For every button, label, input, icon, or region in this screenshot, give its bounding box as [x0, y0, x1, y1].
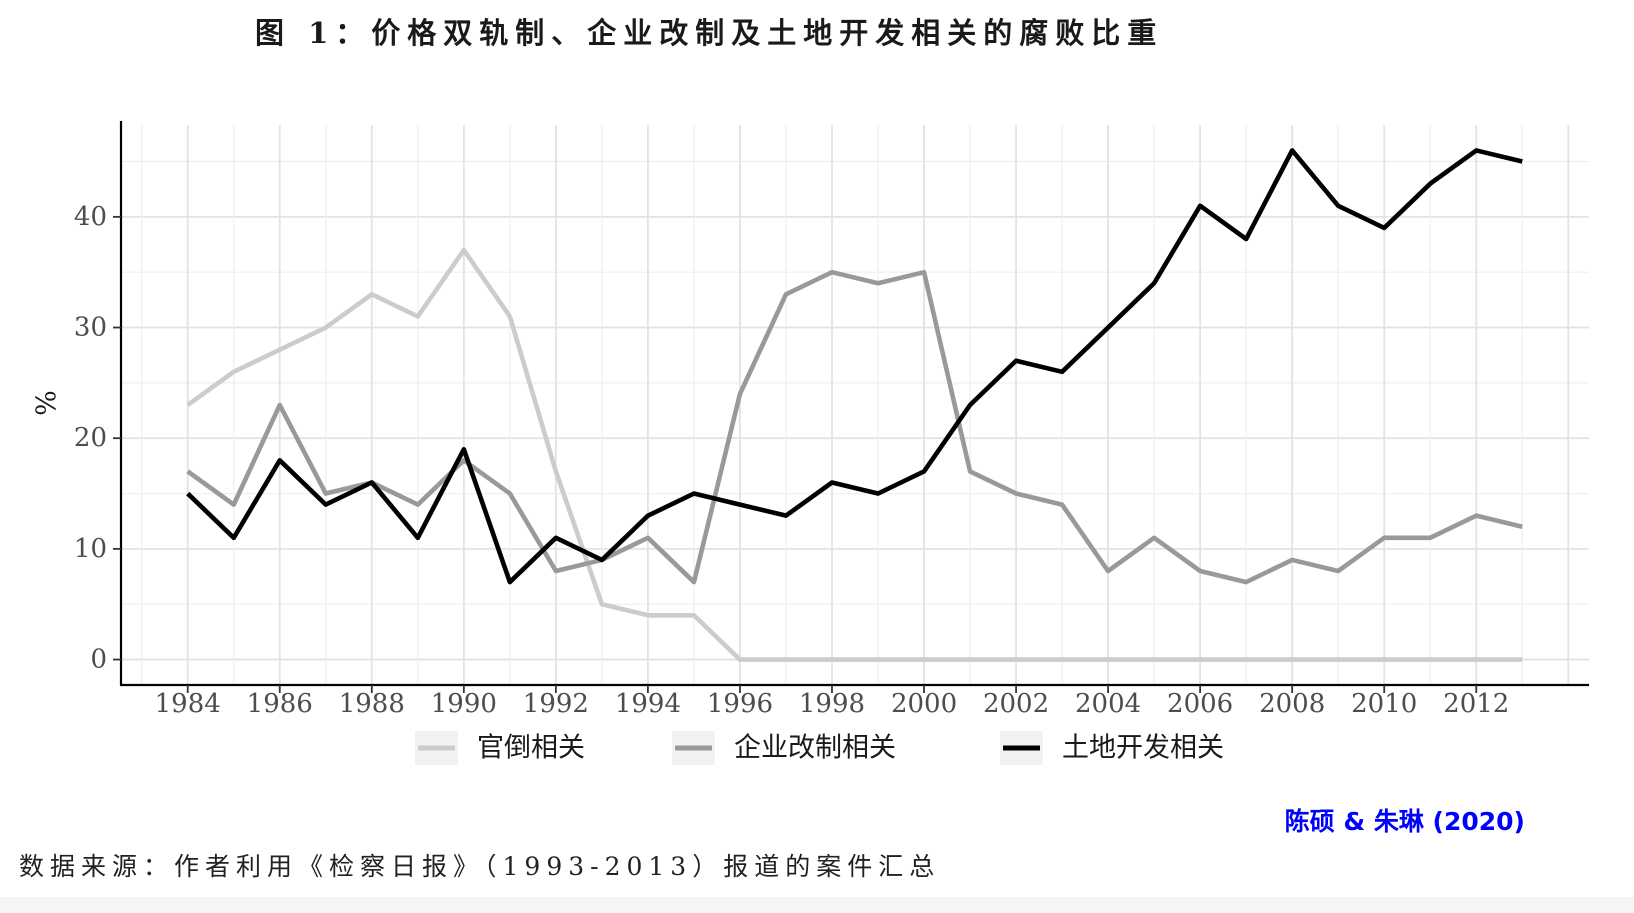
legend-item: 土地开发相关: [1000, 731, 1224, 765]
legend-label: 企业改制相关: [734, 733, 896, 764]
x-tick-label: 1994: [615, 689, 681, 719]
x-tick-label: 2006: [1167, 689, 1233, 719]
y-tick-label: 40: [74, 202, 107, 232]
line-land-development-related: [188, 150, 1523, 582]
legend-label: 官倒相关: [477, 733, 585, 764]
y-tick-label: 30: [74, 313, 107, 343]
x-tick-label: 1996: [707, 689, 773, 719]
x-tick-label: 2010: [1351, 689, 1417, 719]
legend-item: 官倒相关: [415, 731, 585, 765]
x-tick-label: 2008: [1259, 689, 1325, 719]
legend-item: 企业改制相关: [672, 731, 896, 765]
x-tick-label: 2000: [891, 689, 957, 719]
x-tick-label: 2002: [983, 689, 1049, 719]
line-guandao-related: [188, 250, 1523, 659]
x-tick-label: 1998: [799, 689, 865, 719]
x-tick-label: 1992: [523, 689, 589, 719]
y-tick-label: 10: [74, 534, 107, 564]
x-tick-label: 1984: [155, 689, 221, 719]
y-axis-title: %: [32, 390, 63, 416]
bottom-strip: [0, 897, 1634, 913]
data-source-note: 数据来源：作者利用《检察日报》（1993-2013）报道的案件汇总: [19, 850, 940, 884]
legend: 官倒相关 企业改制相关 土地开发相关: [415, 731, 1224, 765]
y-tick-label: 0: [90, 645, 107, 675]
x-tick-label: 2004: [1075, 689, 1141, 719]
attribution-credit: 陈硕 & 朱琳 (2020): [1285, 805, 1525, 839]
series-lines: [188, 150, 1523, 659]
x-tick-label: 1990: [431, 689, 497, 719]
x-tick-label: 1986: [247, 689, 313, 719]
x-tick-label: 1988: [339, 689, 405, 719]
x-tick-label: 2012: [1443, 689, 1509, 719]
line-enterprise-reform-related: [188, 272, 1523, 582]
y-tick-label: 20: [74, 423, 107, 453]
legend-label: 土地开发相关: [1062, 733, 1224, 764]
gridlines: [121, 125, 1589, 685]
axes: 0 10 20 30 40 1984 1986 1988 1990 1992 1994 1996 199…: [32, 121, 1590, 719]
